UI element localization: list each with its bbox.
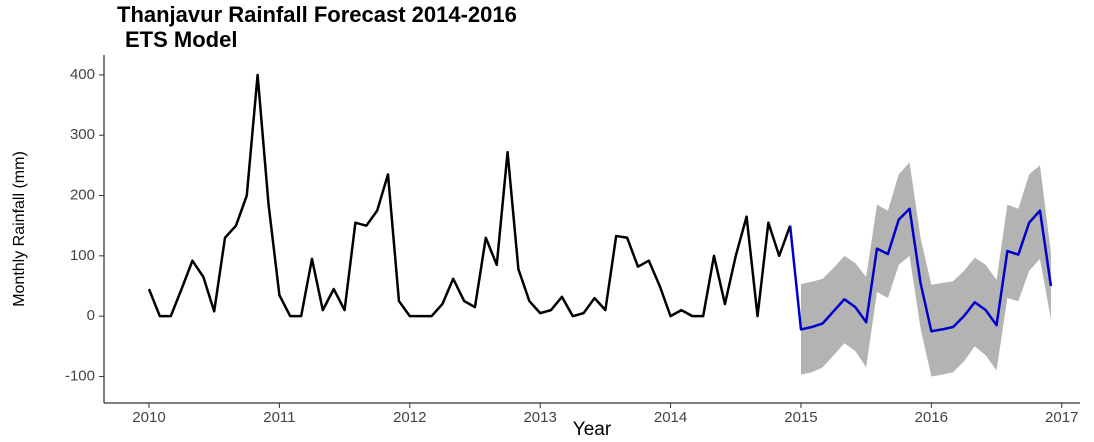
x-axis-label: Year	[573, 419, 612, 440]
x-tick-label: 2016	[915, 409, 948, 426]
x-tick-label: 2010	[132, 409, 165, 426]
y-tick-label: 200	[70, 186, 95, 203]
y-axis-label: Monthly Rainfall (mm)	[11, 151, 28, 307]
x-tick-label: 2014	[654, 409, 687, 426]
chart-subtitle: ETS Model	[125, 27, 237, 52]
y-tick-label: 0	[87, 307, 95, 324]
y-tick-label: 100	[70, 247, 95, 264]
prediction-interval	[800, 162, 1051, 377]
chart-title: Thanjavur Rainfall Forecast 2014-2016	[117, 2, 517, 27]
y-tick-label: -100	[65, 367, 95, 384]
x-tick-label: 2011	[263, 409, 295, 426]
x-tick-label: 2017	[1045, 409, 1078, 426]
x-tick-label: 2012	[393, 409, 426, 426]
y-tick-label: 400	[70, 66, 95, 83]
x-tick-label: 2013	[523, 409, 556, 426]
data-line	[788, 207, 1053, 333]
y-tick-label: 300	[70, 126, 95, 143]
x-tick-label: 2015	[784, 409, 817, 426]
data-line	[147, 73, 792, 318]
